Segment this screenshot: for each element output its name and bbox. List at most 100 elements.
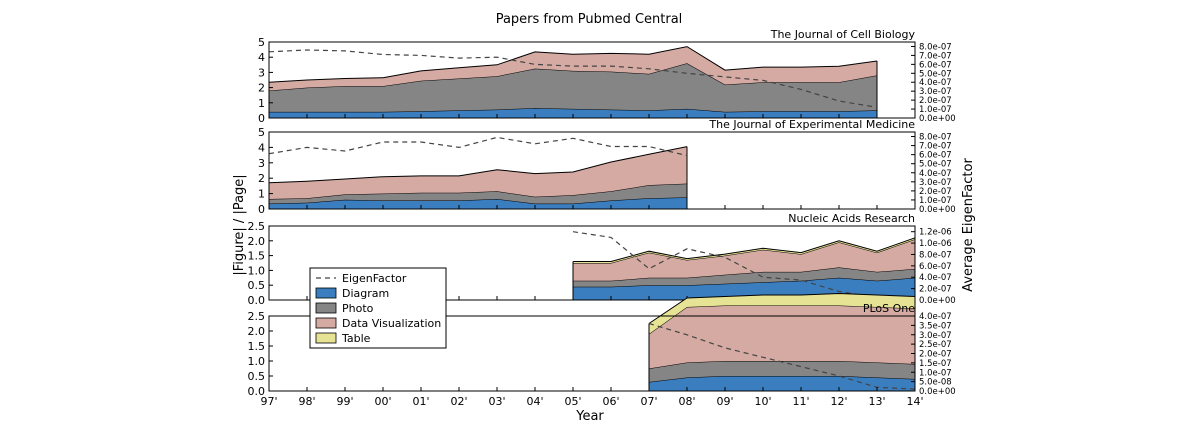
area-edge-data-visualization — [268, 146, 688, 184]
y2-tick-label: 1.0e-06 — [919, 239, 952, 249]
y-tick-label: 2.0 — [248, 235, 266, 248]
panel-1: The Journal of Cell Biology 0 1 2 3 4 5 0.0e+00… — [258, 28, 956, 125]
y2-tick-label: 1.0e-07 — [919, 105, 952, 115]
y2-tick-label: 4.0e-07 — [919, 273, 952, 283]
panel-title: PLoS One — [863, 302, 915, 315]
x-tick-label: 00' — [374, 395, 391, 408]
x-tick-label: 97' — [260, 395, 277, 408]
y2-tick-label: 3.0e-07 — [919, 331, 952, 341]
legend-swatch-diagram — [315, 287, 337, 299]
y2-tick-label: 4.0e-07 — [919, 78, 952, 88]
y2-tick-label: 8.0e-07 — [919, 133, 952, 143]
y-tick-label: 1 — [258, 188, 265, 201]
panel-title: Nucleic Acids Research — [788, 212, 915, 225]
eigenfactor-line — [648, 322, 916, 390]
legend-label: Table — [341, 332, 371, 345]
y2-tick-label: 0.0e+00 — [919, 296, 956, 306]
panel-title: The Journal of Experimental Medicine — [708, 118, 915, 131]
y-tick-label: 0.0 — [248, 385, 266, 398]
y2-tick-label: 1.0e-07 — [919, 368, 952, 378]
panel-title: The Journal of Cell Biology — [770, 28, 916, 41]
y2-tick-label: 0.0e+00 — [919, 205, 956, 215]
x-tick-label: 05' — [564, 395, 581, 408]
x-tick-label: 99' — [336, 395, 353, 408]
y-tick-label: 5 — [258, 126, 265, 139]
panel-frame — [268, 131, 916, 210]
y2-tick-label: 0.0e+00 — [919, 114, 956, 124]
y-tick-label: 0.5 — [248, 370, 266, 383]
y2-tick-label: 8.0e-07 — [919, 250, 952, 260]
eigenfactor-line — [268, 49, 878, 108]
area-diagram — [649, 376, 915, 391]
panel-2: The Journal of Experimental Medicine 0 1 2 3… — [258, 118, 956, 216]
y-tick-label: 3 — [258, 157, 265, 170]
legend-label: Data Visualization — [342, 317, 441, 330]
area-photo — [269, 63, 877, 112]
y2-tick-label: 1.5e-07 — [919, 359, 952, 369]
x-tick-label: 07' — [640, 395, 657, 408]
y2-tick-label: 0.0e+00 — [919, 387, 956, 397]
y-tick-label: 2.5 — [248, 310, 266, 323]
y2-tick-label: 2.5e-07 — [919, 340, 952, 350]
area-photo — [649, 361, 915, 382]
y2-tick-label: 5.0e-07 — [919, 69, 952, 79]
area-edge-data-visualization — [268, 46, 878, 83]
panel-4: PLoS One0.00.51.01.52.02.50.0e+005.0e-08… — [248, 292, 956, 408]
y-tick-label: 0 — [258, 112, 265, 125]
y2-tick-label: 6.0e-07 — [919, 262, 952, 272]
y2-tick-label: 6.0e-07 — [919, 60, 952, 70]
panel-frame — [268, 225, 916, 301]
y-tick-label: 0.0 — [248, 294, 266, 307]
legend-swatch-table — [315, 332, 337, 344]
y2-tick-label: 5.0e-07 — [919, 160, 952, 170]
y-axis-label-right: Average EigenFactor — [961, 158, 976, 292]
x-tick-label: 11' — [792, 395, 809, 408]
y-tick-label: 0.5 — [248, 279, 266, 292]
y-tick-label: 1.0 — [248, 264, 266, 277]
y2-tick-label: 4.0e-07 — [919, 312, 952, 322]
x-tick-label: 02' — [450, 395, 467, 408]
legend: EigenFactor Diagram Photo Data Visualizatio… — [309, 267, 447, 349]
y2-tick-label: 6.0e-07 — [919, 151, 952, 161]
figure-title: Papers from Pubmed Central — [496, 12, 683, 27]
x-tick-label: 98' — [298, 395, 315, 408]
x-tick-label: 06' — [602, 395, 619, 408]
y-tick-label: 1.0 — [248, 355, 266, 368]
area-data-visualization — [269, 46, 877, 91]
y-tick-label: 4 — [258, 141, 265, 154]
area-data-visualization — [573, 239, 915, 281]
x-tick-label: 03' — [488, 395, 505, 408]
x-axis-label: Year — [575, 409, 604, 424]
y2-tick-label: 3.5e-07 — [919, 321, 952, 331]
y2-tick-label: 4.0e-07 — [919, 169, 952, 179]
y2-tick-label: 5.0e-08 — [919, 378, 952, 388]
y-tick-label: 2 — [258, 82, 265, 95]
area-photo — [269, 183, 687, 204]
x-tick-label: 08' — [678, 395, 695, 408]
area-edge-table — [573, 237, 916, 262]
x-tick-label: 10' — [754, 395, 771, 408]
y2-tick-label: 3.0e-07 — [919, 178, 952, 188]
x-tick-label: 14' — [906, 395, 923, 408]
y2-tick-label: 1.2e-06 — [919, 228, 952, 238]
y2-tick-label: 7.0e-07 — [919, 51, 952, 61]
x-tick-label: 01' — [412, 395, 429, 408]
y-tick-label: 1.5 — [248, 250, 266, 263]
y-tick-label: 1 — [258, 97, 265, 110]
y2-tick-label: 2.0e-07 — [919, 350, 952, 360]
x-tick-label: 12' — [830, 395, 847, 408]
area-table — [649, 293, 915, 334]
eigenfactor-line — [268, 136, 688, 157]
y-tick-label: 4 — [258, 51, 265, 64]
legend-swatch-photo — [315, 302, 337, 314]
y-axis-label-left: |Figure| / |Page| — [232, 174, 247, 275]
y2-tick-label: 7.0e-07 — [919, 142, 952, 152]
y-tick-label: 3 — [258, 66, 265, 79]
y-tick-label: 1.5 — [248, 340, 266, 353]
area-diagram — [269, 197, 687, 209]
panel-frame — [268, 41, 916, 119]
y2-tick-label: 8.0e-07 — [919, 42, 952, 52]
x-tick-label: 09' — [716, 395, 733, 408]
y2-tick-label: 1.0e-07 — [919, 196, 952, 206]
